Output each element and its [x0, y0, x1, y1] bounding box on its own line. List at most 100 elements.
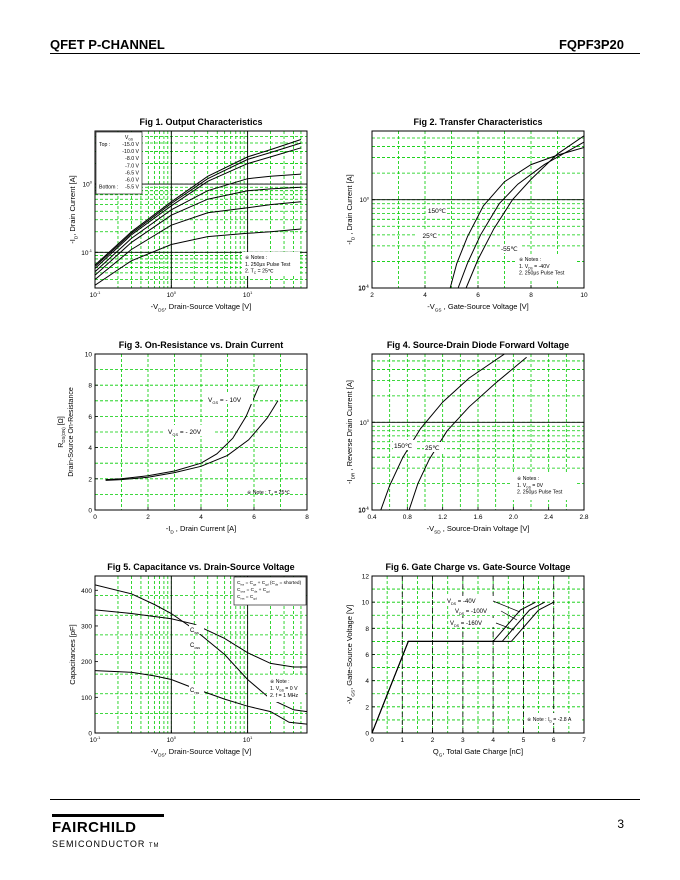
fig5-label-bg-0	[189, 625, 204, 634]
fig1-y-axis-title: -ID​, Drain Current [A]	[68, 175, 78, 243]
logo-tm: TM	[148, 843, 160, 849]
fig1-series-line-1	[95, 142, 302, 267]
fig1-note-1: 1. 250μs Pulse Test	[245, 262, 291, 268]
fig6-series-label-0: VDS​ = -40V	[447, 599, 476, 606]
fig4-y-axis-title: -IDR​ , Reverse Drain Current [A]	[345, 380, 355, 484]
fig6-leader-line-1	[500, 610, 518, 621]
fig2-series-line-1	[457, 141, 584, 288]
fig5-series-label-0: Ciss​	[190, 628, 199, 635]
fig4-note-2: 2. 250μs Pulse Test	[517, 490, 563, 496]
fig6-x-tick-label: 7	[582, 737, 586, 744]
fig4-note-1: 1. VGS​ = 0V	[517, 483, 544, 490]
fig1-series-line-2	[95, 147, 302, 269]
fig3-x-axis-title: -ID​ , Drain Current [A]	[166, 524, 237, 534]
fig1-x-axis-title: -VDS​, Drain-Source Voltage [V]	[151, 302, 252, 312]
fig1-legend-value-6: -5.5 V	[125, 185, 139, 191]
fig6-y-tick-label: 2	[365, 704, 369, 711]
fig1-y-tick-label: 100​	[83, 180, 93, 189]
fig4-x-tick-label: 0.4	[367, 514, 376, 521]
fig4-x-axis-title: -VSD​ , Source-Drain Voltage [V]	[427, 524, 530, 534]
fig1-legend-value-4: -6.5 V	[125, 170, 139, 176]
fig3-x-tick-label: 8	[305, 514, 309, 521]
fig5-series-line-0	[95, 609, 307, 668]
fig4-y-tick-label-min: 10-1​	[358, 505, 370, 514]
fig5-notes-bg	[267, 676, 305, 702]
fig1-note-2: 2. TC​ = 25℃	[245, 269, 274, 276]
fig6-y-tick-label: 0	[365, 731, 369, 738]
fig6-x-tick-label: 0	[370, 737, 374, 744]
fig1-legend-label-6: Bottom :	[99, 185, 118, 191]
fig6-y-tick-label: 6	[365, 652, 369, 659]
fig2-x-tick-label: 10	[580, 292, 588, 299]
fig3-y-tick-label: 10	[85, 352, 93, 359]
fig3-note-0: ※ Note : TJ​ = 25℃	[247, 490, 290, 497]
fig4-series-label-0: 150℃	[394, 443, 413, 450]
fig5-formula-box	[233, 576, 307, 606]
fig4-series-line-1	[408, 356, 527, 510]
fig6-x-tick-label: 6	[552, 737, 556, 744]
fig5-y-tick-label: 200	[81, 659, 92, 666]
fig4-label-bg-1	[424, 442, 444, 452]
fig5-note-0: ※ Note :	[270, 679, 290, 685]
fig2-notes-bg	[515, 254, 577, 280]
fig2-series-label-1: 25℃	[422, 233, 437, 240]
fig4-x-tick-label: 2.0	[509, 514, 518, 521]
fig4-y-tick-label: 10-1​	[358, 506, 370, 515]
header-rule	[50, 53, 640, 54]
fig3-series-label-1: VGS​ = - 20V	[168, 429, 202, 437]
fig1-x-tick-label: 100​	[167, 290, 177, 299]
fig1-legend-value-3: -7.0 V	[125, 163, 139, 169]
fig2-series-label-2: -55℃	[501, 246, 518, 253]
fig2-label-bg-1	[417, 231, 438, 240]
fig5-label-bg-1	[189, 640, 204, 649]
fig1-series-line-3	[95, 173, 302, 273]
fig6-note-0: ※ Note : ID​ = -2.8 A	[527, 717, 572, 724]
fig2-x-tick-label: 8	[529, 292, 533, 299]
page-number: 3	[617, 817, 624, 831]
fig4-series-line-0	[380, 354, 505, 510]
fig5-note-1: 1. VGS​ = 0 V	[270, 686, 298, 693]
fig2-note-0: ※ Notes :	[519, 257, 541, 263]
fig6-series-label-2: VDS​ = -160V	[450, 621, 482, 628]
fig2-series-line-0	[449, 147, 584, 288]
fig6-x-tick-label: 2	[431, 737, 435, 744]
fig4-y-tick-label: 100​	[360, 418, 370, 427]
fig1-legend-value-0: -15.0 V	[122, 142, 139, 148]
fig4-note-0: ※ Notes :	[517, 476, 539, 482]
fig4-x-tick-label: 2.8	[579, 514, 588, 521]
fig2-x-tick-label: 6	[476, 292, 480, 299]
fig6-x-tick-label: 3	[461, 737, 465, 744]
fig2-series-line-2	[465, 135, 584, 288]
fig3-series-line-0	[105, 385, 260, 481]
fig2-x-tick-label: 2	[370, 292, 374, 299]
fig5-series-line-2	[95, 670, 307, 725]
fig5-title: Fig 5. Capacitance vs. Drain-Source Volt…	[107, 562, 294, 572]
fig2-title: Fig 2. Transfer Characteristics	[413, 117, 542, 127]
fig3-series-label-0: VGS​ = - 10V	[208, 397, 242, 405]
fig1-plot-frame	[94, 130, 308, 289]
fig6-x-tick-label: 1	[400, 737, 404, 744]
fig1-series-line-6	[95, 228, 302, 286]
fig4-x-tick-label: 1.2	[438, 514, 447, 521]
fig2-y-axis-title: -ID​ , Drain Current [A]	[345, 174, 355, 245]
fig3-y-axis-title: RDS(ON)​ [Ω]	[58, 416, 66, 447]
fig6-x-tick-label: 5	[522, 737, 526, 744]
fig1-legend-value-2: -8.0 V	[125, 156, 139, 162]
fig2-label-bg-0	[426, 206, 447, 215]
fig1-legend-value-5: -6.0 V	[125, 178, 139, 184]
logo-sub: SEMICONDUCTOR TM	[52, 839, 160, 849]
fig6-leader-line-0	[492, 600, 521, 613]
fig2-y-tick-label: 100​	[360, 195, 370, 204]
fig3-y-tick-label: 8	[88, 383, 92, 390]
fig5-formula-1: Coss​ = Cds​ + Cgd​	[237, 587, 270, 593]
fig3-x-tick-label: 4	[199, 514, 203, 521]
fig5-series-label-1: Coss​	[190, 643, 200, 650]
fig4-notes-bg	[512, 472, 576, 500]
fig1-legend-label-0: Top :	[99, 142, 110, 148]
fig3-y-tick-label: 2	[88, 476, 92, 483]
fig4-series-label-1: 25℃	[425, 445, 440, 452]
fig2-note-1: 1. VDS​ = -40V	[519, 264, 550, 271]
fig5-series-label-2: Crss​	[190, 688, 199, 695]
fig1-series-line-5	[95, 201, 302, 280]
